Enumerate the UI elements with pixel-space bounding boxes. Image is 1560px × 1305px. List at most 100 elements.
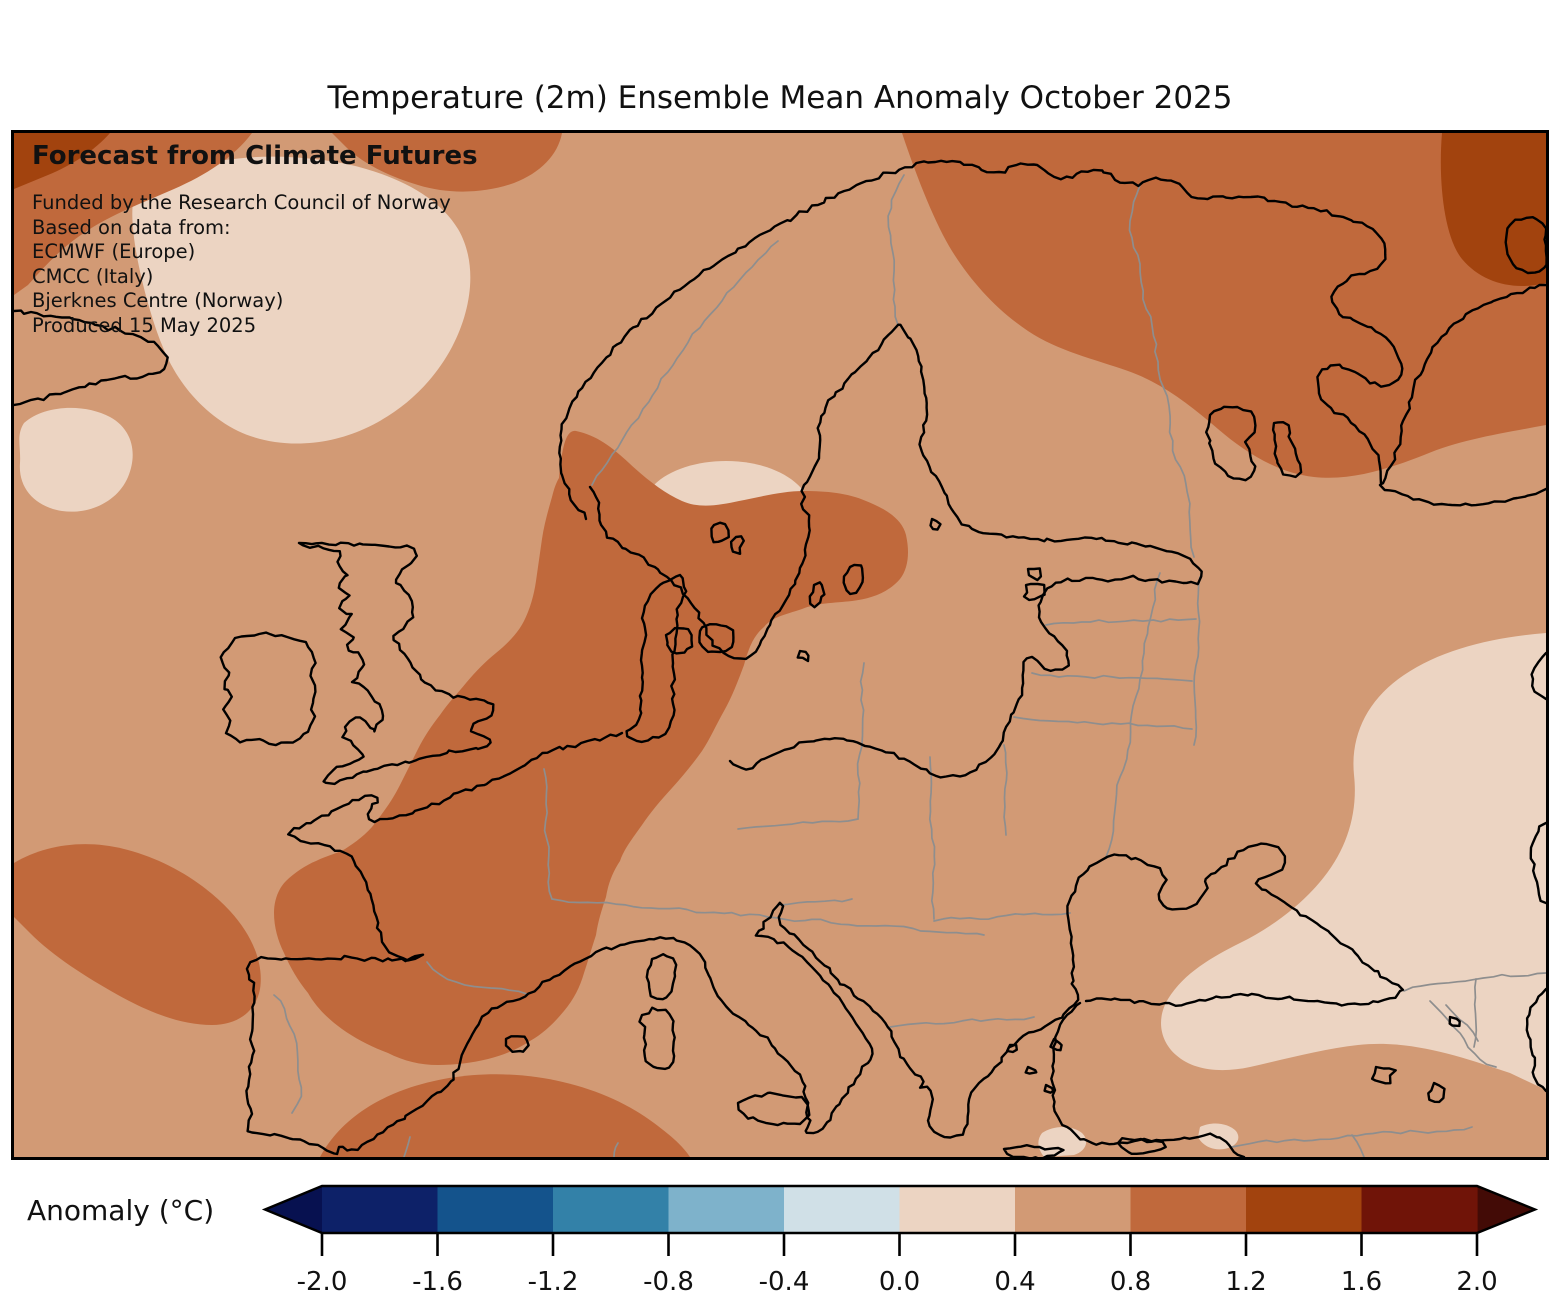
border-africa-1 bbox=[403, 1136, 411, 1157]
coast-black-sea bbox=[1066, 842, 1405, 1007]
coast-sweden-baltic bbox=[588, 323, 1203, 779]
map-regions-1.2-1.6 bbox=[14, 133, 1546, 286]
annotation-heading: Forecast from Climate Futures bbox=[32, 141, 478, 171]
coastlines bbox=[14, 159, 1546, 1157]
colorbar-segment bbox=[1246, 1186, 1363, 1233]
coast-mallorca bbox=[504, 1035, 530, 1053]
border-greece-north bbox=[889, 1016, 1035, 1028]
border-africa-2 bbox=[613, 1142, 619, 1157]
lake-ladoga bbox=[1205, 405, 1257, 482]
map-region-warm-northwest-corner bbox=[14, 133, 252, 295]
coast-great-britain bbox=[297, 541, 495, 786]
border-caucasus-north bbox=[1403, 972, 1546, 992]
map-annotation-block: Forecast from Climate Futures Funded by … bbox=[32, 141, 478, 338]
annotation-line: CMCC (Italy) bbox=[32, 264, 154, 288]
coast-bornholm bbox=[796, 649, 810, 663]
colorbar-tick-label: -1.6 bbox=[412, 1267, 463, 1297]
coast-zealand bbox=[698, 623, 735, 654]
colorbar-over-arrow bbox=[1477, 1186, 1535, 1233]
colorbar-tick-label: -0.8 bbox=[643, 1267, 694, 1297]
lake-van bbox=[1370, 1065, 1397, 1085]
coast-funen bbox=[664, 626, 694, 655]
colorbar-tick-label: 1.6 bbox=[1341, 1267, 1382, 1297]
map-region-warm-top-blob bbox=[332, 133, 562, 192]
island-lesbos bbox=[1049, 1037, 1063, 1052]
annotation-line: ECMWF (Europe) bbox=[32, 240, 196, 263]
border-pannonia bbox=[767, 916, 985, 936]
lake-vanern bbox=[710, 521, 730, 544]
map-panel: Forecast from Climate Futures Funded by … bbox=[11, 130, 1549, 1160]
annotation-line: Produced 15 May 2025 bbox=[32, 313, 257, 337]
colorbar-body: -2.0 -1.6 -1.2 -0.8 -0.4 0.0 0.4 0.8 1.2 1.6 2.0 bbox=[261, 1184, 1539, 1297]
colorbar-segment bbox=[1015, 1186, 1132, 1233]
colorbar-tick-label: 2.0 bbox=[1456, 1267, 1497, 1297]
border-latvia-lithuania bbox=[1031, 672, 1193, 682]
map-region-pale-levant-spot bbox=[1038, 1127, 1087, 1157]
border-czech-austria bbox=[737, 818, 859, 830]
coast-ireland bbox=[219, 631, 317, 747]
border-portugal-spain bbox=[273, 994, 303, 1114]
colorbar-segment bbox=[1361, 1186, 1478, 1233]
border-armenia bbox=[1445, 1004, 1479, 1042]
colorbar-tick-label: -1.2 bbox=[528, 1267, 579, 1297]
island-aegean-2 bbox=[1024, 1065, 1038, 1075]
coast-cyprus bbox=[1116, 1137, 1167, 1155]
border-baltics-russia bbox=[1193, 576, 1201, 746]
border-lithuania-belarus bbox=[1013, 716, 1193, 730]
europe-anomaly-map bbox=[14, 133, 1546, 1157]
coast-caspian-south bbox=[1525, 987, 1546, 1093]
colorbar-segment bbox=[784, 1186, 901, 1233]
map-region-warm-central-band bbox=[274, 430, 908, 1065]
border-alps bbox=[551, 898, 769, 918]
island-aegean-1 bbox=[1006, 1043, 1018, 1054]
coast-norway-kola-whitesea bbox=[558, 159, 1546, 521]
colorbar-tick-label: 0.8 bbox=[1110, 1267, 1151, 1297]
colorbar-tick-label: 0.0 bbox=[879, 1267, 920, 1297]
map-region-warm-atlantic bbox=[14, 844, 261, 1025]
coast-caspian-north bbox=[1530, 651, 1546, 701]
border-central-vertical bbox=[928, 756, 936, 920]
coast-mezen bbox=[1378, 483, 1546, 507]
coast-aland bbox=[929, 517, 942, 531]
colorbar-segment bbox=[437, 1186, 554, 1233]
colorbar-segment bbox=[668, 1186, 785, 1233]
map-region-pale-east bbox=[1161, 633, 1546, 1090]
border-sweden-finland bbox=[887, 174, 905, 326]
border-estonia-latvia bbox=[1045, 618, 1197, 626]
map-region-pale-west-small bbox=[19, 407, 133, 512]
border-caucasus-south bbox=[1429, 1000, 1497, 1068]
country-borders bbox=[273, 174, 1546, 1157]
colorbar-tick-label: -2.0 bbox=[297, 1267, 348, 1297]
map-regions-0.8-1.2 bbox=[14, 133, 1546, 1157]
colorbar-segment bbox=[322, 1186, 439, 1233]
annotation-line: Based on data from: bbox=[32, 215, 231, 239]
coast-denmark-jutland bbox=[625, 573, 688, 744]
border-syria-iraq bbox=[1351, 1134, 1365, 1157]
map-region-pale-northwest bbox=[132, 156, 471, 444]
colorbar-tick-label: 0.4 bbox=[994, 1267, 1035, 1297]
border-poland-east bbox=[1003, 744, 1008, 836]
lake-sevan bbox=[1448, 1015, 1461, 1028]
coast-gotland bbox=[842, 563, 865, 596]
colorbar-under-arrow bbox=[265, 1186, 322, 1233]
border-slovenia-croatia bbox=[779, 898, 853, 906]
coast-caspian-west bbox=[1529, 821, 1546, 905]
island-aegean-3 bbox=[1043, 1083, 1055, 1094]
lake-vattern bbox=[729, 535, 745, 555]
colorbar: Anomaly (°C) -2.0 -1.6 -1.2 -0.8 -0.4 0.0 0.4 0… bbox=[27, 1184, 1539, 1297]
colorbar-segment bbox=[899, 1186, 1016, 1233]
border-germany-poland bbox=[856, 662, 865, 820]
annotation-line: Bjerknes Centre (Norway) bbox=[32, 289, 284, 312]
map-region-hot-northwest-wedge bbox=[14, 133, 110, 189]
border-netherlands-germany bbox=[543, 768, 553, 900]
annotation-line: Funded by the Research Council of Norway bbox=[32, 191, 451, 214]
coast-corsica bbox=[645, 953, 678, 1001]
coast-sardinia bbox=[638, 1006, 676, 1071]
border-ukraine-russia bbox=[1105, 572, 1161, 858]
map-region-warm-africa bbox=[320, 1074, 690, 1157]
lake-urmia bbox=[1427, 1081, 1446, 1104]
border-danube-lower bbox=[933, 912, 1071, 922]
colorbar-segment bbox=[553, 1186, 670, 1233]
lake-onega bbox=[1271, 421, 1303, 479]
